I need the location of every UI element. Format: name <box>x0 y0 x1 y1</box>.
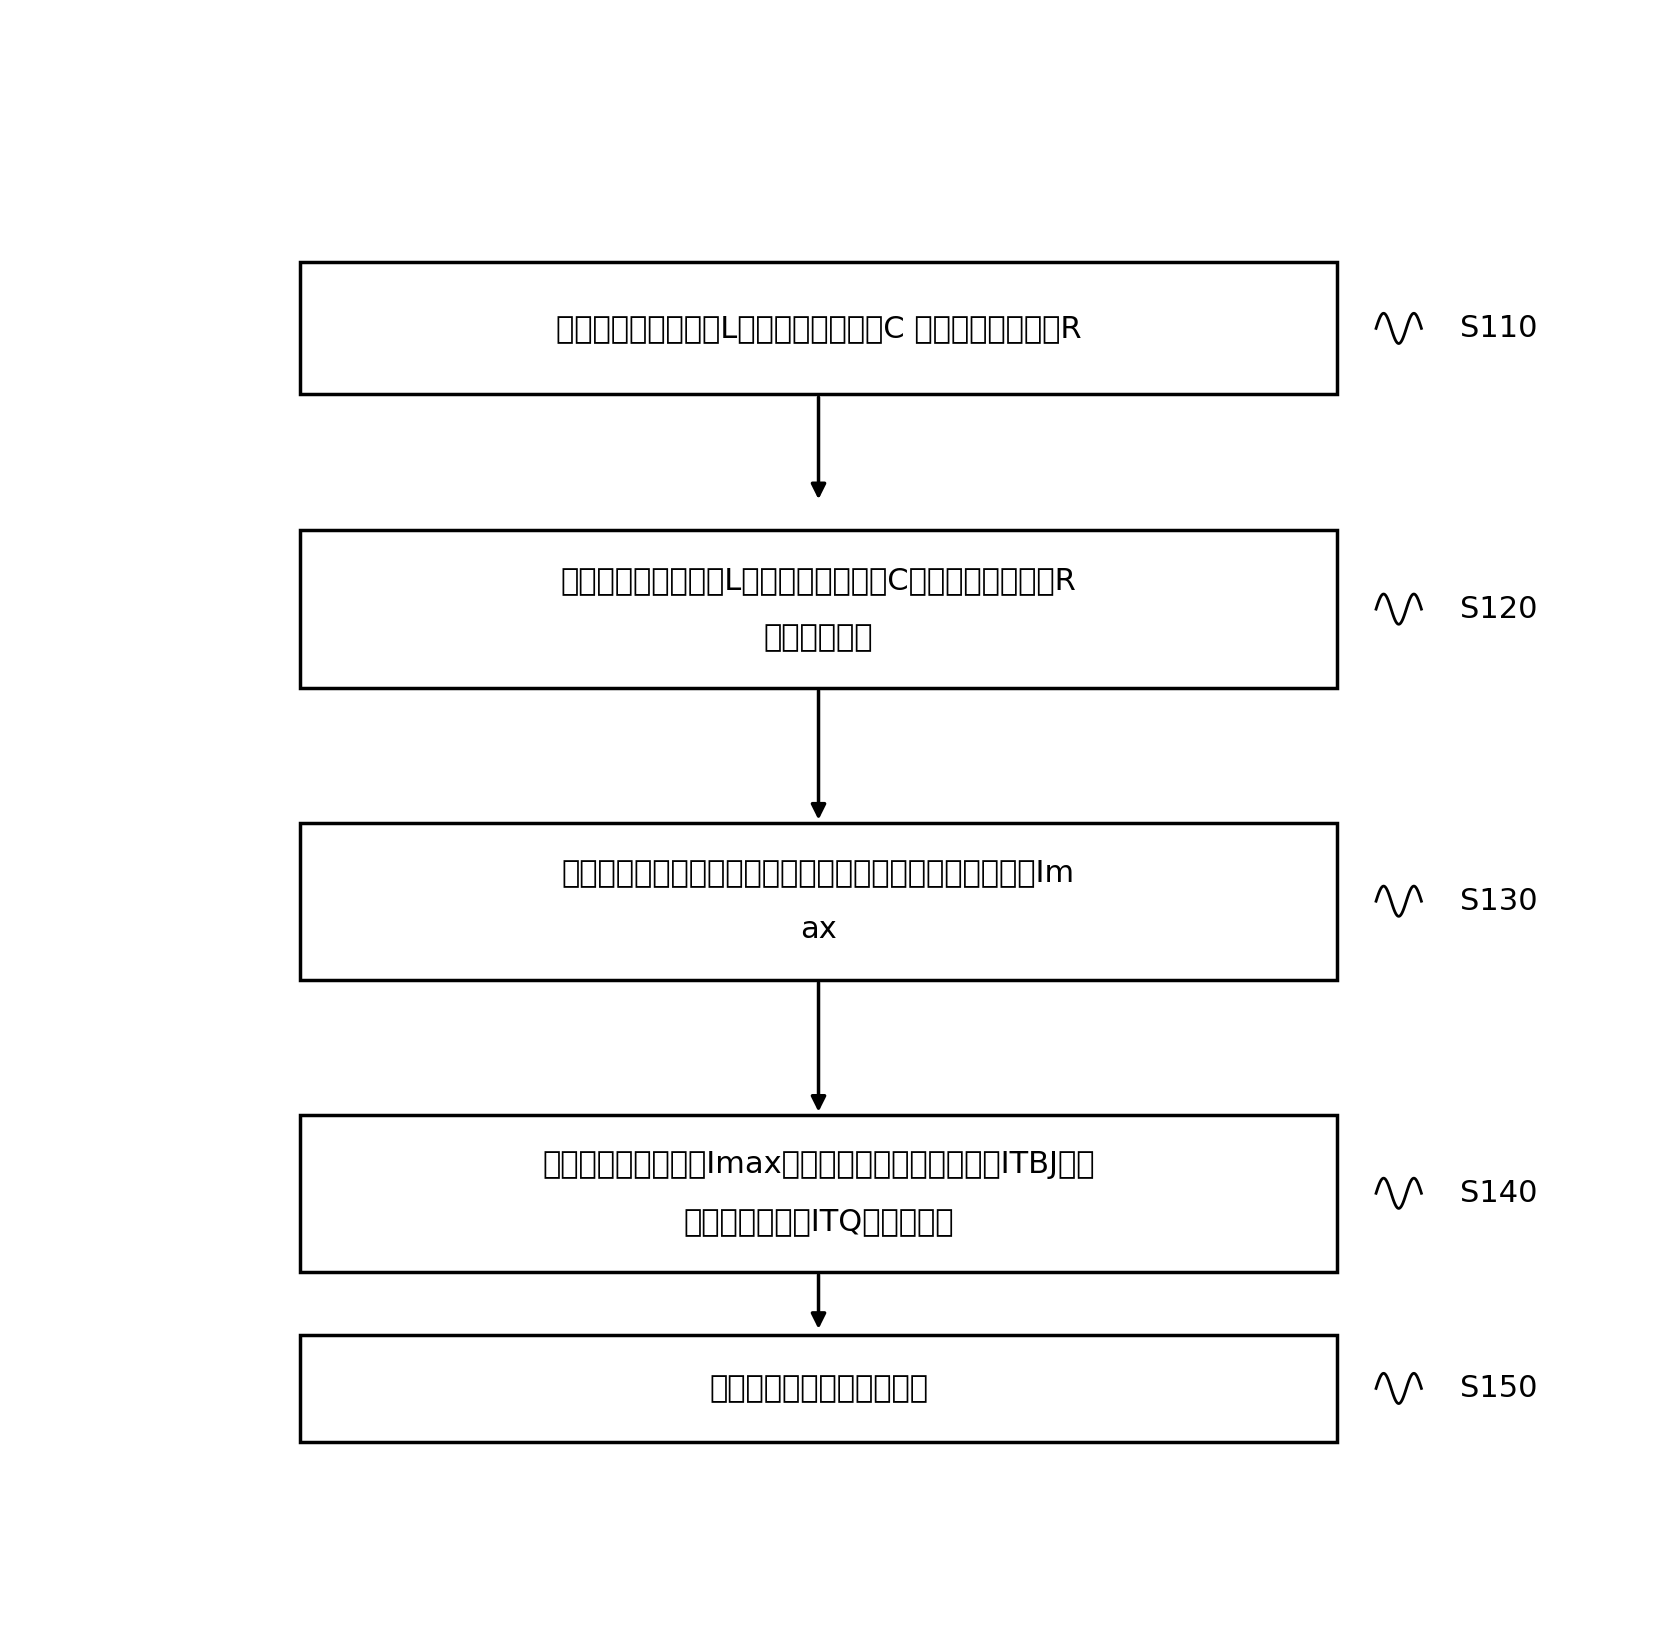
Bar <box>299 822 1337 979</box>
Text: ax: ax <box>800 916 836 943</box>
Text: S140: S140 <box>1461 1179 1537 1208</box>
Text: S110: S110 <box>1461 314 1537 343</box>
Text: 确定震荡电流最大值Imax与跳闸保持继电器动作电流ITBJ和跳: 确定震荡电流最大值Imax与跳闸保持继电器动作电流ITBJ和跳 <box>542 1151 1094 1179</box>
Bar <box>299 1115 1337 1272</box>
Text: 获取回路等值电感值L、回路等值电容值C 和回路等值电阻值R: 获取回路等值电感值L、回路等值电容值C 和回路等值电阻值R <box>555 314 1081 343</box>
Text: 根据回路等值电感值L、回路等值电容值C和回路等值电阻值R: 根据回路等值电感值L、回路等值电容值C和回路等值电阻值R <box>560 566 1076 595</box>
Text: S150: S150 <box>1461 1373 1537 1403</box>
Text: S120: S120 <box>1461 595 1537 623</box>
Text: S130: S130 <box>1461 886 1537 916</box>
Text: 闸线圈动作电流ITQ的数值关系: 闸线圈动作电流ITQ的数值关系 <box>683 1207 954 1236</box>
Text: 根据阻尼类型对应的二阶电路放电公式确定震荡电流最大值Im: 根据阻尼类型对应的二阶电路放电公式确定震荡电流最大值Im <box>562 858 1076 888</box>
Bar <box>299 262 1337 394</box>
Bar <box>299 530 1337 688</box>
Text: 根据数值关系确定提示信息: 根据数值关系确定提示信息 <box>709 1373 929 1403</box>
Bar <box>299 1334 1337 1442</box>
Text: 确定阻尼类型: 确定阻尼类型 <box>765 623 873 652</box>
